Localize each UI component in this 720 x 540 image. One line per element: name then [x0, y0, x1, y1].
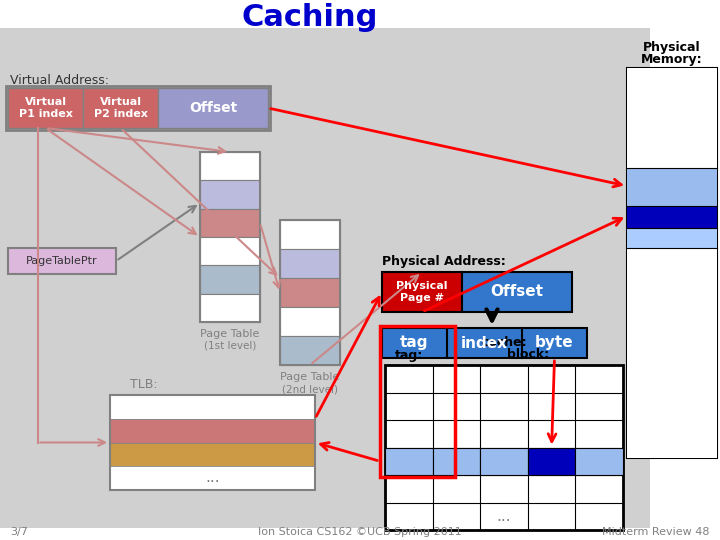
Bar [200, 152, 260, 322]
Text: Page Table: Page Table [280, 372, 340, 382]
Bar [627, 168, 717, 206]
Bar [110, 418, 315, 442]
Text: tag: tag [400, 335, 428, 350]
Bar [627, 206, 717, 228]
Bar [200, 294, 260, 322]
Text: 3/7: 3/7 [10, 527, 28, 537]
Bar [280, 220, 340, 365]
Bar [627, 228, 717, 248]
Text: block:: block: [507, 348, 549, 361]
Bar [627, 68, 717, 458]
Text: Midterm Review 48: Midterm Review 48 [603, 527, 710, 537]
Bar [528, 448, 575, 475]
Bar [6, 86, 270, 130]
Bar [433, 448, 480, 475]
Text: PageTablePtr: PageTablePtr [26, 256, 98, 266]
Bar [480, 448, 528, 475]
Bar [158, 88, 268, 128]
Text: Page Table: Page Table [200, 329, 260, 339]
Text: byte: byte [535, 335, 574, 350]
Text: Virtual Address:: Virtual Address: [10, 73, 109, 86]
Bar [280, 220, 340, 249]
Bar [200, 180, 260, 208]
Bar [8, 248, 116, 274]
Bar [462, 272, 572, 312]
Bar [382, 328, 587, 358]
Bar [575, 448, 623, 475]
Text: ...: ... [497, 509, 511, 524]
Bar [380, 326, 455, 477]
Bar [83, 88, 158, 128]
Text: tag:: tag: [395, 348, 423, 361]
Text: Ion Stoica CS162 ©UCB Spring 2011: Ion Stoica CS162 ©UCB Spring 2011 [258, 527, 462, 537]
Text: Physical
Page #: Physical Page # [396, 281, 448, 303]
Text: (1st level): (1st level) [204, 341, 256, 351]
Bar [8, 88, 83, 128]
Bar [385, 448, 433, 475]
Text: Offset: Offset [490, 285, 544, 300]
Text: TLB:: TLB: [130, 379, 158, 392]
Bar [200, 208, 260, 237]
Text: (2nd level): (2nd level) [282, 384, 338, 394]
Bar [280, 336, 340, 365]
Bar [110, 442, 315, 466]
Bar [200, 265, 260, 294]
Bar [110, 395, 315, 490]
Bar [280, 307, 340, 336]
Bar [385, 365, 623, 530]
Text: Virtual
P2 index: Virtual P2 index [94, 97, 148, 119]
Text: Offset: Offset [189, 101, 237, 115]
Bar [627, 248, 717, 458]
Bar [110, 466, 315, 490]
Text: Virtual
P1 index: Virtual P1 index [19, 97, 73, 119]
Bar [280, 249, 340, 278]
Bar [200, 152, 260, 180]
Bar [382, 272, 462, 312]
Text: Physical: Physical [643, 42, 701, 55]
Text: Memory:: Memory: [642, 53, 703, 66]
Text: Caching: Caching [242, 3, 378, 32]
Bar [200, 237, 260, 265]
Bar [280, 278, 340, 307]
Text: index: index [461, 335, 508, 350]
Text: Physical Address:: Physical Address: [382, 255, 505, 268]
Bar [627, 68, 717, 168]
Text: ...: ... [205, 470, 220, 485]
Text: cache:: cache: [481, 336, 527, 349]
Bar [110, 395, 315, 418]
